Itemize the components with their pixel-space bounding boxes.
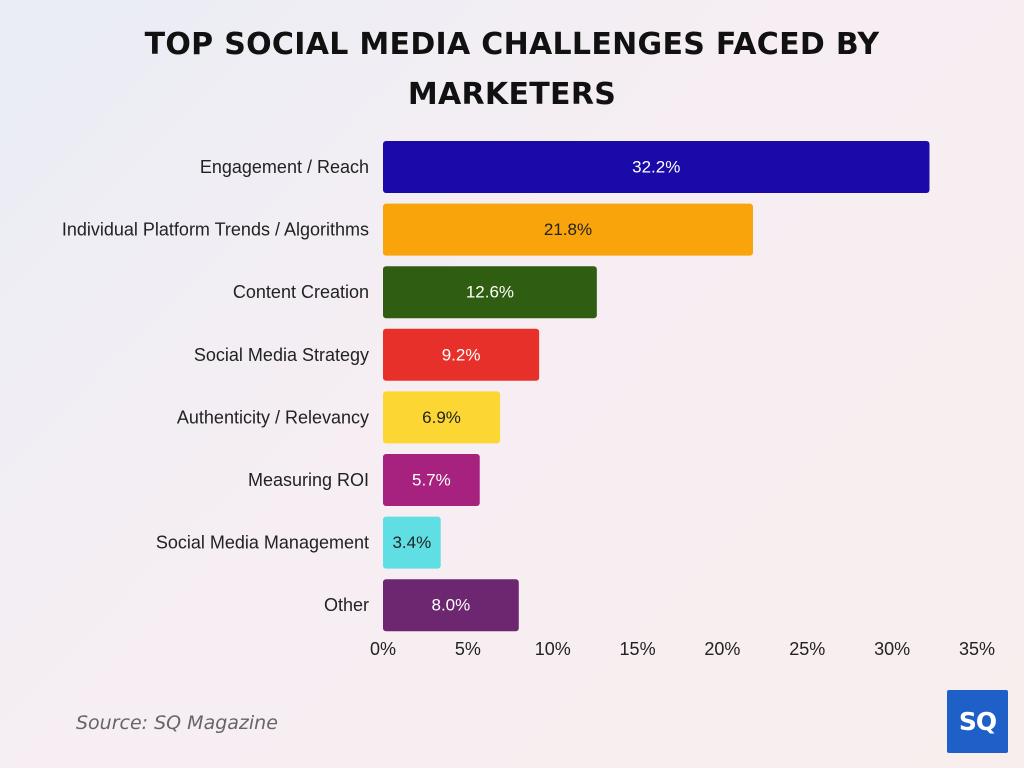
value-label-authenticity-relevancy: 6.9% — [422, 408, 461, 427]
value-label-social-media-strategy: 9.2% — [442, 345, 481, 364]
category-label-individual-platform-trends-algorithms: Individual Platform Trends / Algorithms — [62, 220, 369, 240]
x-tick-label: 20% — [704, 639, 740, 659]
x-tick-label: 30% — [874, 639, 910, 659]
value-label-content-creation: 12.6% — [466, 283, 514, 302]
bar-social-media-management — [383, 516, 441, 569]
bar-other — [383, 579, 519, 632]
category-label-content-creation: Content Creation — [233, 282, 369, 302]
x-tick-label: 5% — [455, 639, 481, 659]
value-label-individual-platform-trends-algorithms: 21.8% — [544, 220, 592, 239]
x-tick-label: 0% — [370, 639, 396, 659]
bar-content-creation — [383, 266, 597, 319]
value-label-measuring-roi: 5.7% — [412, 471, 451, 490]
value-label-engagement-reach: 32.2% — [632, 158, 680, 177]
bar-social-media-strategy — [383, 328, 540, 381]
x-tick-label: 35% — [959, 639, 995, 659]
value-label-other: 8.0% — [432, 596, 471, 615]
sq-logo: SQ — [947, 690, 1008, 753]
chart-title: TOP SOCIAL MEDIA CHALLENGES FACED BY MAR… — [144, 27, 880, 112]
category-label-other: Other — [324, 595, 369, 615]
category-label-engagement-reach: Engagement / Reach — [200, 157, 369, 177]
category-label-authenticity-relevancy: Authenticity / Relevancy — [177, 407, 369, 427]
x-tick-label: 15% — [620, 639, 656, 659]
category-label-social-media-management: Social Media Management — [156, 533, 369, 553]
x-tick-label: 25% — [789, 639, 825, 659]
bar-authenticity-relevancy — [383, 391, 501, 444]
category-label-measuring-roi: Measuring ROI — [248, 470, 369, 490]
bar-engagement-reach — [383, 141, 930, 193]
value-label-social-media-management: 3.4% — [392, 533, 431, 552]
source-note: Source: SQ Magazine — [76, 712, 278, 734]
x-tick-label: 10% — [535, 639, 571, 659]
bar-measuring-roi — [383, 454, 480, 506]
category-label-social-media-strategy: Social Media Strategy — [194, 345, 369, 365]
bar-individual-platform-trends-algorithms — [383, 203, 753, 256]
